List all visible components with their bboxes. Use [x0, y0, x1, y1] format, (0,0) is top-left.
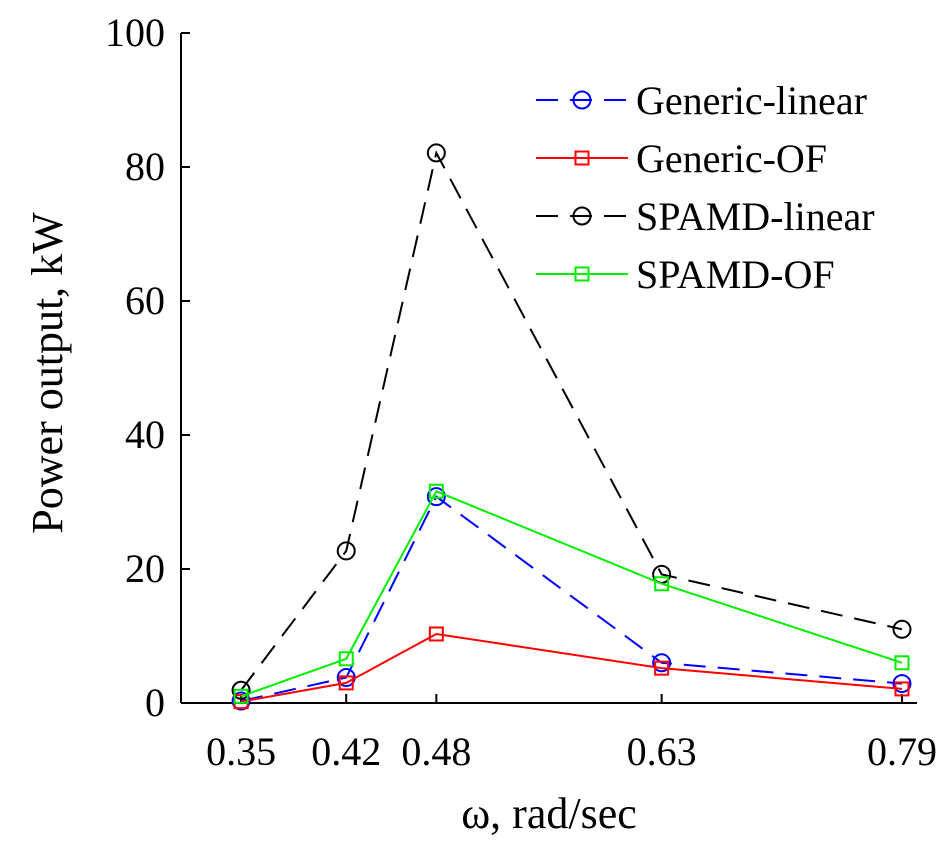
y-tick-label: 0	[145, 680, 165, 725]
legend-entry-generic-linear: Generic-linear	[536, 78, 867, 123]
data-point-generic-linear	[426, 487, 446, 507]
series-line-generic-linear	[240, 495, 903, 702]
series-line-spamd-of	[240, 490, 903, 698]
data-point-spamd-of	[894, 655, 910, 671]
series-line-spamd-linear	[240, 150, 903, 691]
data-point-spamd-of	[233, 688, 249, 704]
legend-marker	[574, 266, 590, 282]
data-point-spamd-of	[428, 483, 444, 499]
data-point-spamd-linear	[426, 143, 446, 163]
data-point-spamd-of	[654, 576, 670, 592]
x-tick-label: 0.35	[206, 729, 276, 774]
y-tick-label: 40	[125, 412, 165, 457]
legend-marker	[572, 206, 592, 226]
legend-entry-spamd-linear: SPAMD-linear	[536, 194, 875, 239]
series-spamd-of	[233, 483, 910, 704]
data-point-spamd-linear	[231, 680, 251, 700]
legend-marker	[572, 90, 592, 110]
data-point-generic-of	[338, 675, 354, 691]
x-ticks: 0.35 0.42 0.48 0.63 0.79	[206, 694, 937, 774]
x-tick-label: 0.79	[867, 729, 937, 774]
data-point-spamd-linear	[336, 541, 356, 561]
legend: Generic-linear Generic-OF SPAMD-linear SPAM…	[536, 78, 875, 297]
series-generic-linear	[231, 487, 912, 711]
legend-label: Generic-OF	[636, 136, 827, 181]
data-point-spamd-linear	[892, 619, 912, 639]
y-tick-label: 60	[125, 278, 165, 323]
x-axis-title: ω, rad/sec	[461, 789, 637, 838]
legend-entry-generic-of: Generic-OF	[536, 136, 827, 181]
legend-label: SPAMD-OF	[636, 252, 835, 297]
data-point-generic-of	[428, 626, 444, 642]
legend-entry-spamd-of: SPAMD-OF	[536, 252, 835, 297]
y-tick-label: 80	[125, 144, 165, 189]
legend-label: SPAMD-linear	[636, 194, 875, 239]
data-point-generic-linear	[652, 653, 672, 673]
axes	[180, 33, 917, 704]
y-tick-label: 20	[125, 546, 165, 591]
legend-marker	[574, 150, 590, 166]
y-axis-title: Power output, kW	[23, 212, 72, 534]
y-tick-label: 100	[105, 10, 165, 55]
x-tick-label: 0.63	[627, 729, 697, 774]
data-point-spamd-of	[338, 651, 354, 667]
legend-label: Generic-linear	[636, 78, 867, 123]
y-ticks: 0 20 40 60 80 100	[105, 10, 190, 725]
series-spamd-linear	[231, 143, 912, 700]
series-layer	[231, 143, 912, 711]
series-generic-of	[233, 626, 910, 710]
x-tick-label: 0.48	[401, 729, 471, 774]
series-line-generic-of	[240, 632, 903, 703]
data-point-generic-of	[654, 660, 670, 676]
data-point-generic-of	[894, 681, 910, 697]
x-tick-label: 0.42	[311, 729, 381, 774]
data-point-generic-linear	[892, 674, 912, 694]
